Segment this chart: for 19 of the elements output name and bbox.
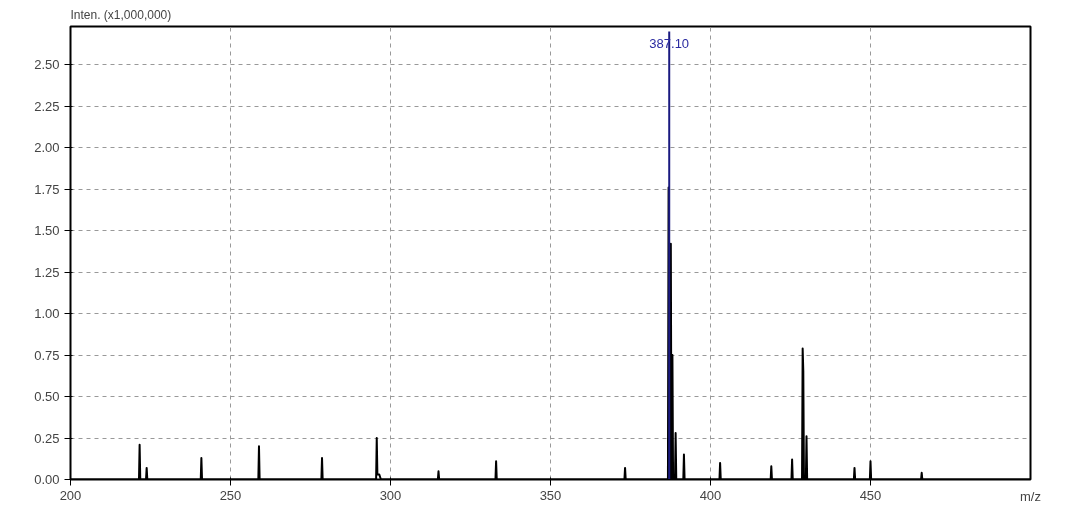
y-tick-label: 2.00 <box>34 140 60 156</box>
y-tick-label: 2.25 <box>34 98 60 114</box>
y-tick-label: 0.25 <box>34 430 60 446</box>
x-axis-title: m/z <box>1020 488 1041 504</box>
x-tick-label: 250 <box>219 487 242 503</box>
y-tick-label: 1.75 <box>34 181 60 197</box>
x-tick-label: 200 <box>59 487 82 503</box>
y-tick-label: 1.50 <box>34 223 60 239</box>
x-tick-label: 350 <box>539 487 562 503</box>
y-axis-title: Inten. (x1,000,000) <box>70 7 172 22</box>
y-tick-label: 0.00 <box>34 472 60 487</box>
y-tick-label: 1.25 <box>34 264 60 280</box>
x-tick-label: 300 <box>379 487 402 503</box>
x-tick-label: 450 <box>859 487 882 503</box>
x-tick-label: 400 <box>699 487 722 503</box>
y-tick-label: 0.75 <box>34 347 60 363</box>
y-tick-label: 1.00 <box>34 306 60 322</box>
y-tick-label: 2.50 <box>34 57 60 73</box>
y-tick-label: 0.50 <box>34 389 60 405</box>
